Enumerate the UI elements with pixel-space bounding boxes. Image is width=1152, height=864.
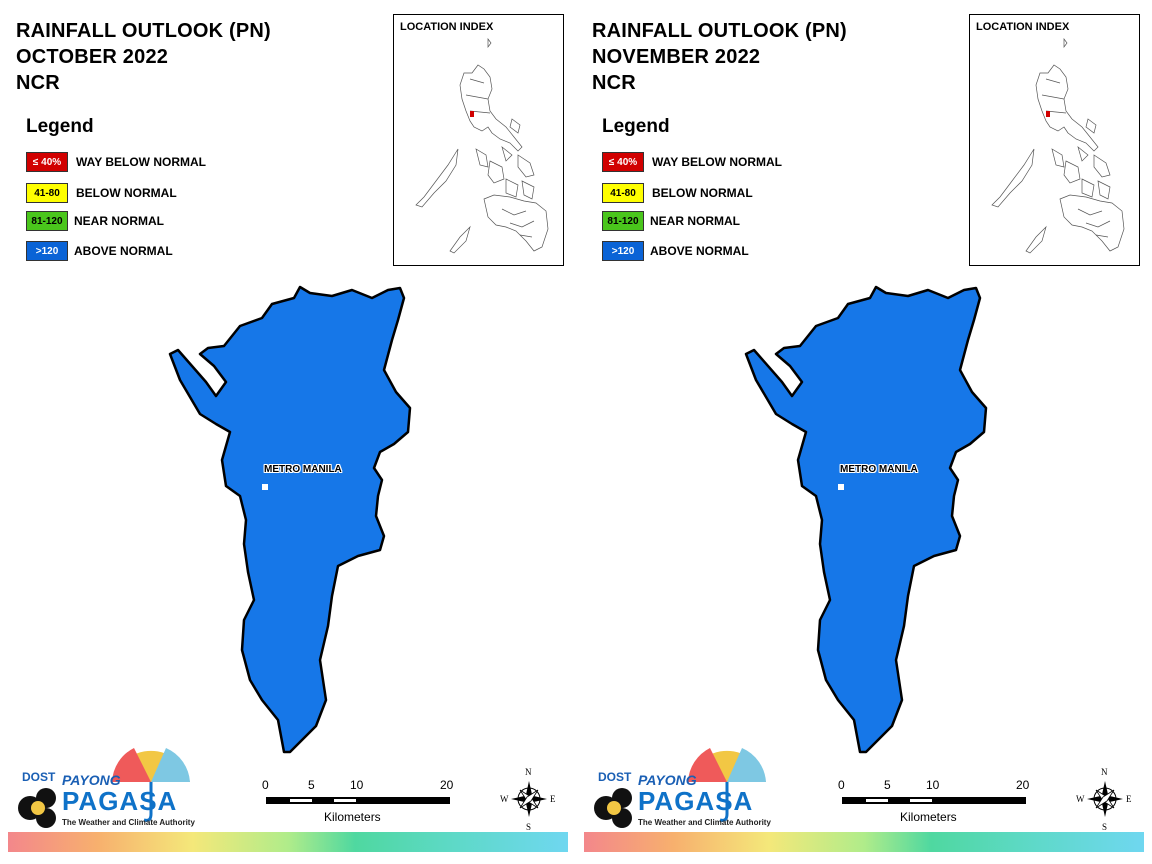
title-line-3: NCR <box>592 72 636 94</box>
region-label: METRO MANILA <box>264 464 342 475</box>
legend-title: Legend <box>26 116 94 137</box>
title-line-1: RAINFALL OUTLOOK (PN) <box>592 20 847 42</box>
title-line-2: OCTOBER 2022 <box>16 46 169 68</box>
legend-item-near: 81-120 NEAR NORMAL <box>26 209 164 233</box>
compass-rose-icon: N E S W <box>1076 767 1132 832</box>
decorative-color-band <box>584 832 1144 852</box>
scale-bar: 0 5 10 20 Kilometers <box>834 778 1044 838</box>
legend-item-above: >120 ABOVE NORMAL <box>602 239 749 263</box>
map-title: RAINFALL OUTLOOK (PN) OCTOBER 2022 NCR <box>16 18 271 96</box>
umbrella-icon <box>594 748 766 828</box>
legend-item-way-below: ≤ 40% WAY BELOW NORMAL <box>26 150 206 174</box>
logo-payong-text: PAYONG <box>638 772 697 788</box>
scale-tick: 20 <box>440 778 454 792</box>
decorative-color-band <box>8 832 568 852</box>
region-point-marker <box>838 484 844 490</box>
legend-item-below: 41-80 BELOW NORMAL <box>26 181 177 205</box>
ncr-region-map <box>168 285 412 754</box>
location-index-title: LOCATION INDEX <box>400 21 494 33</box>
legend-swatch: ≤ 40% <box>602 152 644 172</box>
title-line-1: RAINFALL OUTLOOK (PN) <box>16 20 271 42</box>
scale-tick: 20 <box>1016 778 1030 792</box>
logo-tagline: The Weather and Climate Authority <box>638 818 771 827</box>
region-label: METRO MANILA <box>840 464 918 475</box>
compass-w: W <box>1076 794 1085 804</box>
region-point-marker <box>262 484 268 490</box>
legend-swatch: ≤ 40% <box>26 152 68 172</box>
outlook-map-october: RAINFALL OUTLOOK (PN) OCTOBER 2022 NCR L… <box>8 14 568 852</box>
philippines-index-map <box>991 37 1125 254</box>
umbrella-icon <box>18 748 190 828</box>
compass-n: N <box>1101 767 1108 777</box>
legend-swatch: 41-80 <box>602 183 644 203</box>
scale-tick: 10 <box>926 778 940 792</box>
scale-tick: 0 <box>262 778 269 792</box>
legend-swatch: 41-80 <box>26 183 68 203</box>
scale-tick: 0 <box>838 778 845 792</box>
north-arrow: N E S W <box>1076 766 1134 832</box>
scale-tick: 10 <box>350 778 364 792</box>
scale-bar: 0 5 10 20 Kilometers <box>258 778 468 838</box>
compass-s: S <box>526 822 531 832</box>
legend-item-way-below: ≤ 40% WAY BELOW NORMAL <box>602 150 782 174</box>
logo-payong-text: PAYONG <box>62 772 121 788</box>
legend-title: Legend <box>602 116 670 137</box>
outlook-map-november: RAINFALL OUTLOOK (PN) NOVEMBER 2022 NCR … <box>576 0 1152 864</box>
location-index-title: LOCATION INDEX <box>976 21 1070 33</box>
scale-bar-graphic <box>266 797 450 804</box>
legend-label: ABOVE NORMAL <box>650 244 749 258</box>
compass-n: N <box>525 767 532 777</box>
scale-unit-label: Kilometers <box>900 810 957 824</box>
philippines-index-map <box>415 37 549 254</box>
compass-rose-icon: N E S W <box>500 767 556 832</box>
legend-label: BELOW NORMAL <box>652 186 753 200</box>
legend-item-below: 41-80 BELOW NORMAL <box>602 181 753 205</box>
legend-swatch: >120 <box>26 241 68 261</box>
title-line-2: NOVEMBER 2022 <box>592 46 761 68</box>
compass-w: W <box>500 794 509 804</box>
location-index-inset: LOCATION INDEX <box>969 14 1140 266</box>
title-line-3: NCR <box>16 72 60 94</box>
scale-unit-label: Kilometers <box>324 810 381 824</box>
north-arrow: N E S W <box>500 766 558 832</box>
scale-bar-graphic <box>842 797 1026 804</box>
legend-swatch: >120 <box>602 241 644 261</box>
location-index-inset: LOCATION INDEX <box>393 14 564 266</box>
logo-pagasa-text: PAGASA <box>62 786 178 816</box>
map-title: RAINFALL OUTLOOK (PN) NOVEMBER 2022 NCR <box>592 18 847 96</box>
logo-dost-text: DOST <box>22 770 56 784</box>
pagasa-logo: DOST PAYONG PAGASA The Weather and Clima… <box>16 742 206 832</box>
scale-tick: 5 <box>308 778 315 792</box>
legend-label: WAY BELOW NORMAL <box>652 155 783 169</box>
compass-e: E <box>550 794 556 804</box>
compass-e: E <box>1126 794 1132 804</box>
ncr-region-map <box>744 285 988 754</box>
legend-swatch: 81-120 <box>602 211 644 231</box>
legend-swatch: 81-120 <box>26 211 68 231</box>
scale-tick: 5 <box>884 778 891 792</box>
logo-dost-text: DOST <box>598 770 632 784</box>
legend-label: ABOVE NORMAL <box>74 244 173 258</box>
logo-pagasa-text: PAGASA <box>638 786 754 816</box>
legend-label: WAY BELOW NORMAL <box>76 155 207 169</box>
pagasa-logo: DOST PAYONG PAGASA The Weather and Clima… <box>592 742 782 832</box>
legend-label: BELOW NORMAL <box>76 186 177 200</box>
legend-item-above: >120 ABOVE NORMAL <box>26 239 173 263</box>
legend-label: NEAR NORMAL <box>650 214 740 228</box>
compass-s: S <box>1102 822 1107 832</box>
legend-label: NEAR NORMAL <box>74 214 164 228</box>
logo-tagline: The Weather and Climate Authority <box>62 818 195 827</box>
legend-item-near: 81-120 NEAR NORMAL <box>602 209 740 233</box>
